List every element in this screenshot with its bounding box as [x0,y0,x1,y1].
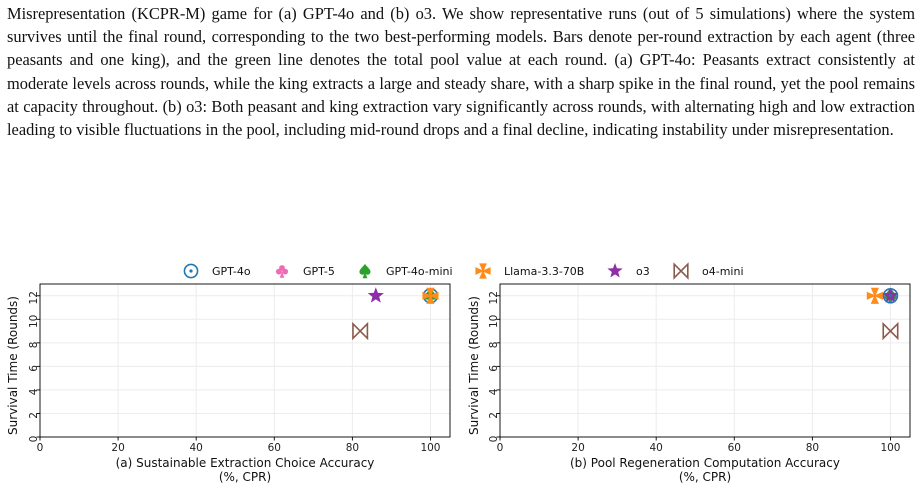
legend: GPT-4o GPT-5 GPT-4o-mini Llama-3.3-70B o3 o4-… [183,262,744,280]
y-tick-label: 0 [28,436,40,443]
legend-item-gpt-4o: GPT-4o [183,263,251,279]
legend-label: o4-mini [702,265,744,278]
x-tick-label: 0 [497,442,504,454]
point-o4-mini [352,321,369,341]
y-tick-label: 0 [488,436,500,443]
y-tick-label: 2 [28,412,40,419]
x-tick-label: 80 [346,442,359,454]
x-axis-label-unit: (%, CPR) [219,470,271,484]
x-tick-label: 0 [37,442,44,454]
y-axis-label: Survival Time (Rounds) [6,296,20,435]
y-tick-label: 10 [488,315,500,328]
y-tick-label: 4 [28,388,40,395]
legend-label: GPT-4o-mini [386,265,453,278]
x-tick-label: 40 [650,442,663,454]
panel-b: 0 20 40 60 80 100 0 2 4 6 8 10 12 Survival Time (Roun… [467,283,911,484]
y-tick-label: 6 [488,365,500,372]
legend-marker-llama-3-3-70b [475,263,491,279]
y-tick-label: 12 [28,291,40,304]
legend-label: GPT-5 [303,265,335,278]
x-tick-label: 100 [420,442,440,454]
y-tick-label: 2 [488,412,500,419]
legend-item-o3: o3 [607,263,650,278]
x-axis-label: (b) Pool Regeneration Computation Accura… [570,456,840,470]
legend-marker-gpt-5 [275,265,289,278]
legend-marker-o3 [607,263,623,278]
legend-marker-gpt-4o [183,263,199,279]
x-tick-label: 60 [728,442,741,454]
x-tick-label: 20 [571,442,584,454]
point-gpt-4o [882,287,899,304]
point-llama-3-3-70b [866,287,883,304]
x-axis-label-unit: (%, CPR) [679,470,731,484]
y-tick-label: 4 [488,388,500,395]
plot-frame [39,283,451,438]
x-axis-label: (a) Sustainable Extraction Choice Accura… [116,456,375,470]
x-tick-label: 20 [111,442,124,454]
y-tick-label: 12 [488,291,500,304]
x-tick-label: 100 [880,442,900,454]
legend-item-llama-3-3-70b: Llama-3.3-70B [475,263,584,279]
legend-item-gpt-5: GPT-5 [275,265,335,278]
point-o3 [367,287,384,303]
plot-frame [499,283,911,438]
legend-label: Llama-3.3-70B [504,265,584,278]
point-o4-mini [882,321,899,341]
x-tick-label: 60 [268,442,281,454]
legend-item-o4-mini: o4-mini [673,262,744,280]
x-tick-label: 80 [806,442,819,454]
y-tick-label: 8 [28,342,40,349]
y-axis-label: Survival Time (Rounds) [467,296,481,435]
y-tick-label: 6 [28,365,40,372]
x-tick-label: 40 [190,442,203,454]
legend-marker-gpt-4o-mini [359,263,371,279]
figure-caption: Misrepresentation (KCPR-M) game for (a) … [7,4,915,140]
legend-label: o3 [636,265,650,278]
y-tick-label: 8 [488,342,500,349]
legend-marker-o4-mini [673,262,689,280]
y-tick-label: 10 [28,315,40,328]
legend-item-gpt-4o-mini: GPT-4o-mini [359,263,453,279]
panel-a: 0 20 40 60 80 100 0 2 4 6 8 10 12 Survival Time (Roun… [6,283,451,484]
point-llama-3-3-70b [422,287,439,304]
legend-label: GPT-4o [212,265,251,278]
